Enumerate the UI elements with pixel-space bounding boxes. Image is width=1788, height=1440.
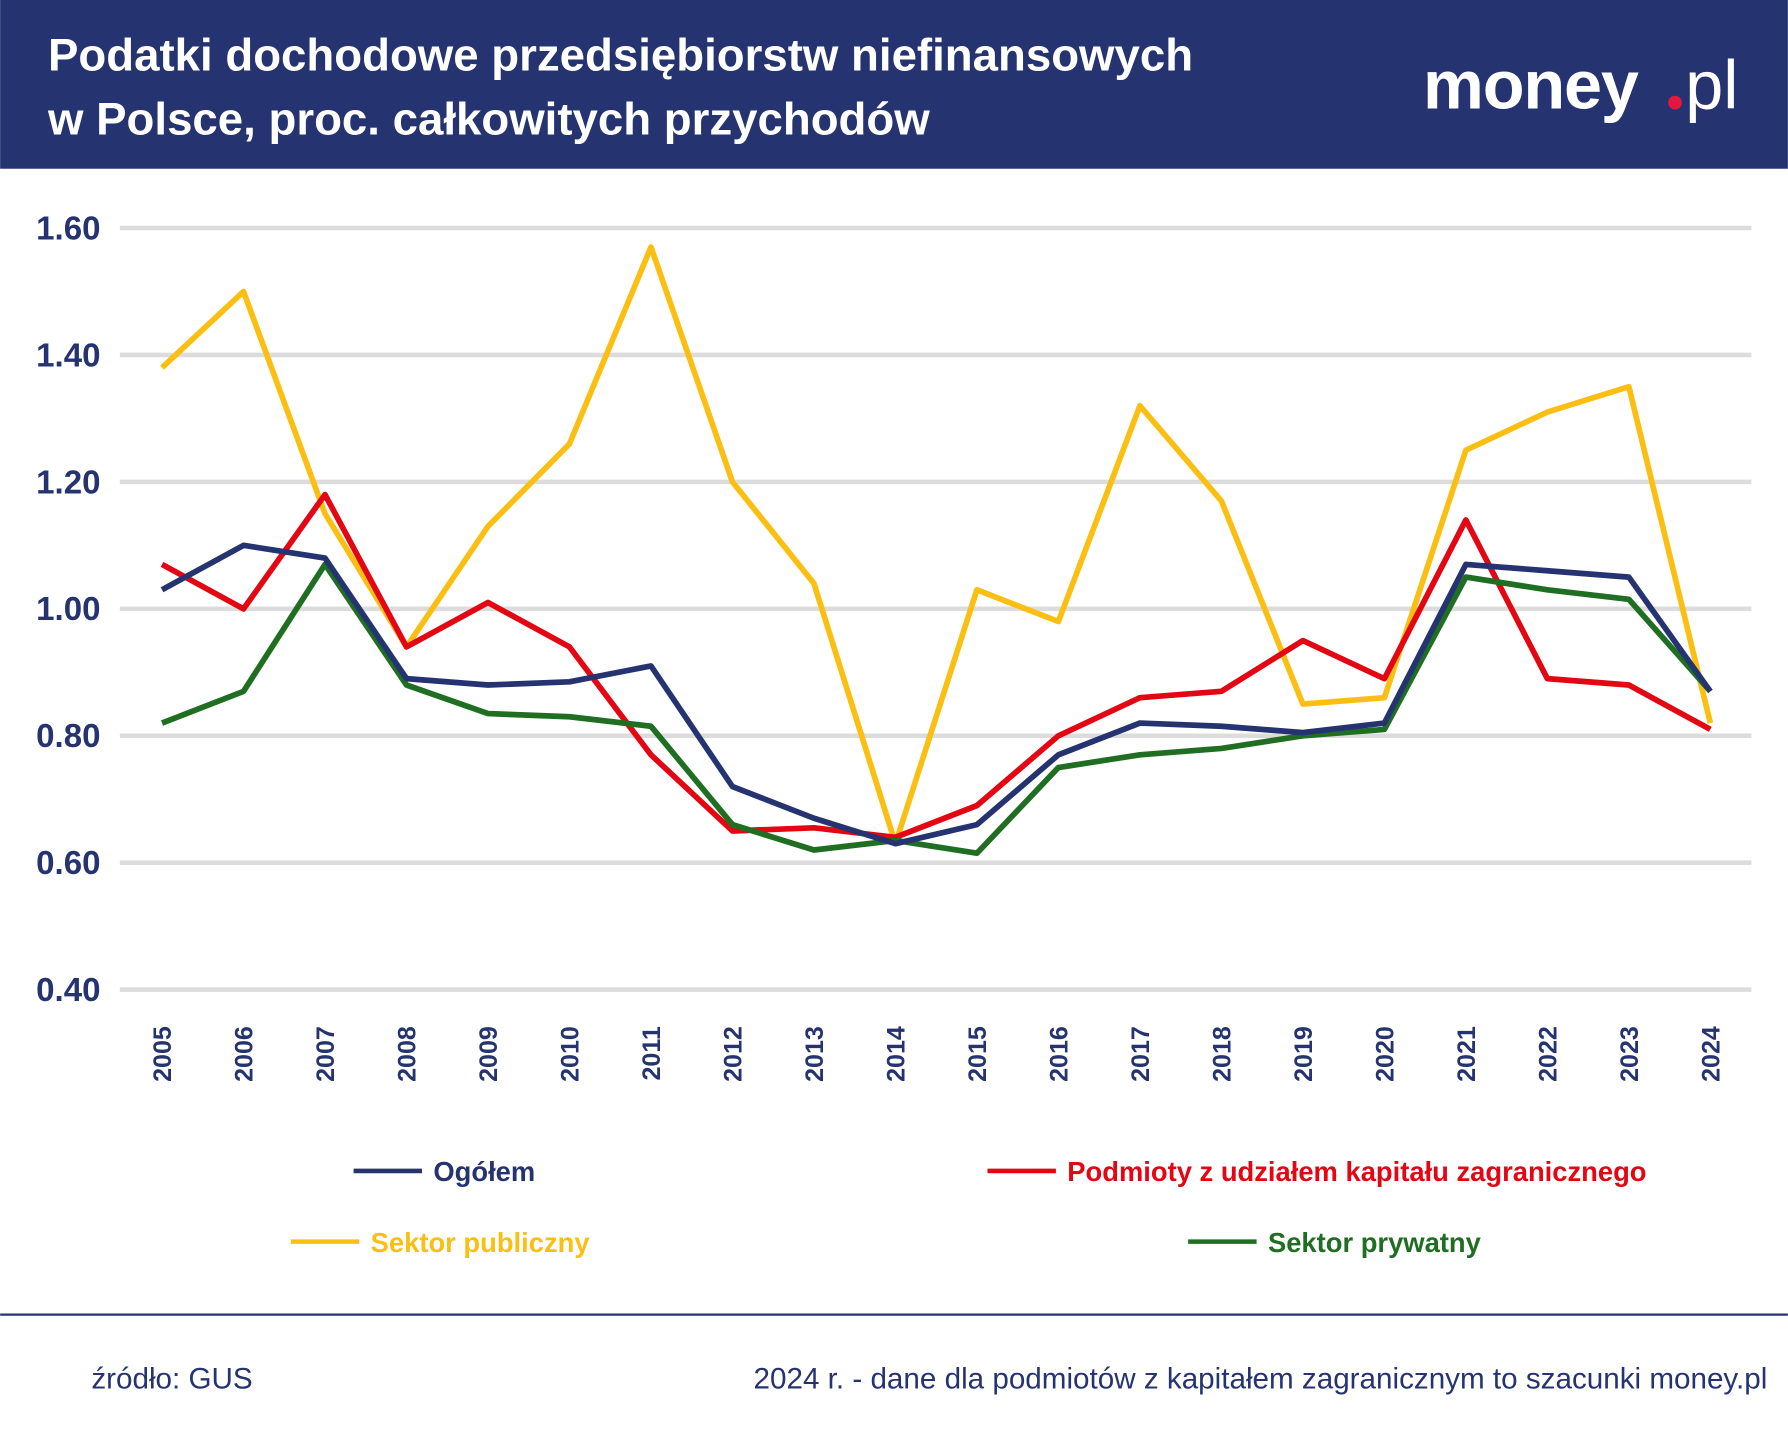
x-tick-label: 2013 [801,1026,829,1082]
x-tick-label: 2015 [964,1026,992,1082]
x-tick-label: 2010 [557,1026,585,1082]
y-tick-label: 1.60 [36,210,100,247]
money-pl-logo: money pl [1423,47,1738,123]
title-line-1: Podatki dochodowe przedsiębiorstw niefin… [48,30,1193,81]
header-banner [0,0,1788,169]
x-tick-label: 2019 [1290,1026,1318,1082]
svg-text:pl: pl [1685,47,1738,123]
series-line-1 [160,491,1712,841]
title-line-2: w Polsce, proc. całkowitych przychodów [47,94,930,145]
x-tick-label: 2012 [720,1026,748,1082]
legend-label: Sektor publiczny [371,1227,591,1258]
svg-text:money: money [1423,47,1639,123]
series-lines [160,244,1714,857]
x-tick-label: 2011 [638,1026,666,1080]
y-axis-ticks: 0.40 0.60 0.80 1.00 1.20 1.40 1.60 [36,210,100,1009]
series-line-0 [160,542,1713,847]
footnote-text: 2024 r. - dane dla podmiotów z kapitałem… [754,1363,1768,1396]
x-tick-label: 2005 [149,1026,177,1082]
legend-label: Ogółem [433,1156,535,1187]
legend: Ogółem Podmioty z udziałem kapitału zagra… [290,1156,1647,1258]
x-tick-label: 2020 [1372,1026,1400,1082]
legend-label: Sektor prywatny [1268,1227,1482,1258]
y-tick-label: 1.00 [36,591,100,628]
x-tick-label: 2023 [1616,1026,1644,1082]
source-text: źródło: GUS [91,1363,252,1396]
series-line-2 [160,244,1714,847]
x-tick-label: 2006 [231,1026,259,1082]
x-tick-label: 2017 [1127,1026,1155,1082]
x-tick-label: 2022 [1534,1026,1562,1082]
x-axis-ticks: 2005 2006 2007 2008 2009 2010 2011 2012 2013 2014… [149,1026,1725,1082]
x-tick-label: 2008 [394,1026,422,1082]
y-tick-label: 1.40 [36,337,100,374]
x-tick-label: 2009 [475,1026,503,1082]
series-line-3 [160,561,1713,857]
x-tick-label: 2016 [1046,1026,1074,1082]
y-tick-label: 1.20 [36,464,100,501]
x-tick-label: 2024 [1697,1026,1725,1082]
y-tick-label: 0.40 [36,972,100,1009]
y-tick-label: 0.60 [36,845,100,882]
x-tick-label: 2021 [1453,1026,1481,1082]
x-tick-label: 2018 [1209,1026,1237,1082]
gridlines [119,225,1752,992]
legend-label: Podmioty z udziałem kapitału zagraniczne… [1067,1156,1646,1187]
x-tick-label: 2007 [312,1026,340,1082]
y-tick-label: 0.80 [36,718,100,755]
x-tick-label: 2014 [883,1026,911,1082]
